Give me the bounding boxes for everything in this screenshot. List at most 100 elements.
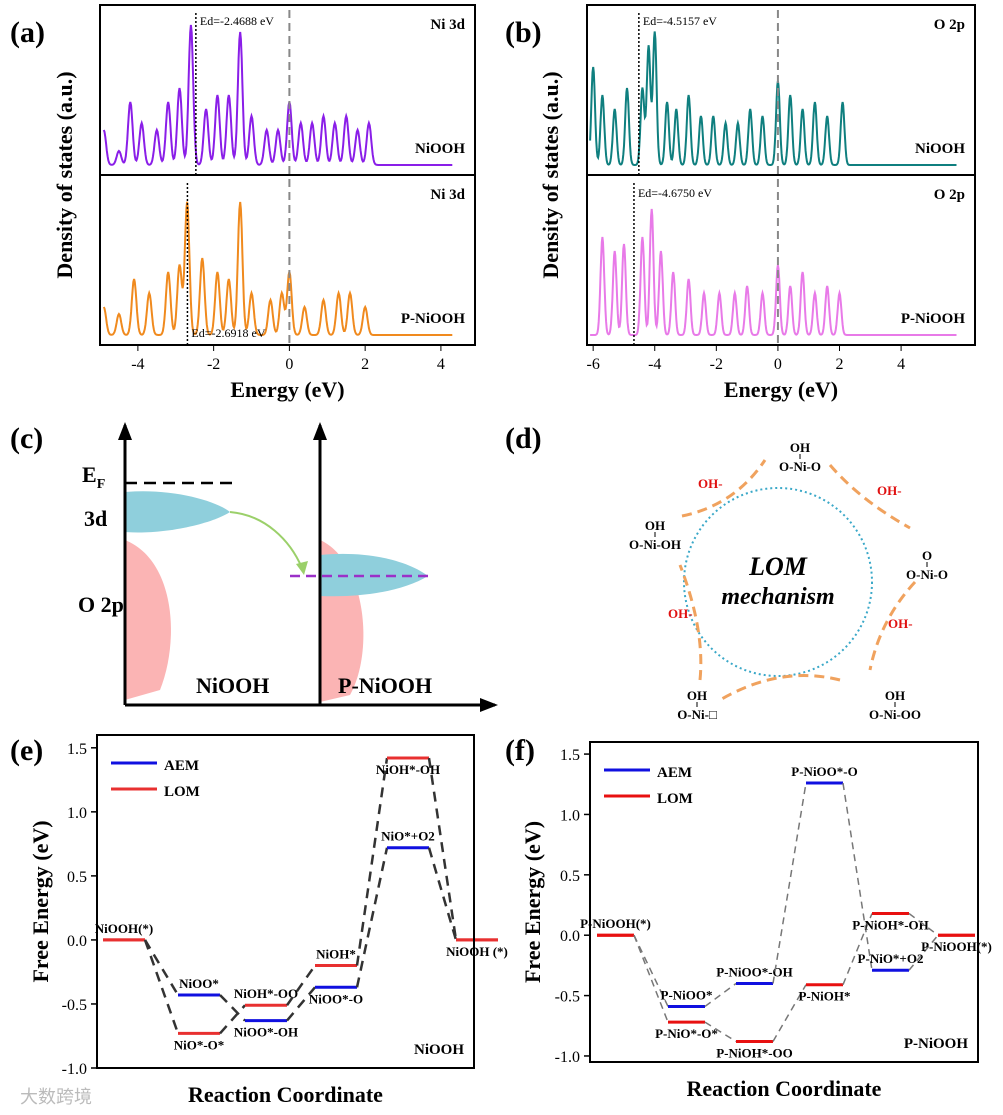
- legend-label-lom: LOM: [657, 791, 693, 807]
- orbital-label: O 2p: [934, 17, 965, 33]
- y-axis-label: Free Energy (eV): [520, 821, 545, 983]
- ef-text: E: [82, 462, 97, 487]
- panel-label-c: (c): [10, 422, 43, 455]
- cycle-circle: [683, 487, 873, 677]
- orbital-label: O 2p: [934, 187, 965, 203]
- connector-aem: [219, 994, 246, 1022]
- connector-aem: [842, 782, 873, 971]
- panel-title: NiOOH: [414, 1042, 464, 1058]
- state-label: NiOH*-OH: [376, 762, 440, 777]
- state-label: NiOH*: [316, 947, 356, 962]
- y-axis-label: Free Energy (eV): [28, 820, 53, 982]
- y-tick-label: 0.0: [560, 928, 580, 945]
- connector-aem: [908, 934, 939, 971]
- sample-label: P-NiOOH: [401, 311, 465, 327]
- hydroxide-label: OH-: [698, 476, 723, 491]
- d-band-center-label: Ed=-2.6918 eV: [191, 326, 265, 340]
- hydroxide-label: OH-: [888, 616, 913, 631]
- connector-lom: [285, 964, 317, 1006]
- connector-aem: [633, 934, 669, 1007]
- panel-label-a: (a): [10, 16, 45, 49]
- lom-title: LOM: [748, 552, 808, 581]
- cycle-arrow: [868, 580, 917, 671]
- d-band-center-label: Ed=-4.5157 eV: [643, 14, 717, 28]
- state-label: P-NiOOH(*): [921, 939, 992, 954]
- state-label: P-NiOO*-O: [791, 764, 857, 779]
- dos-curve-niooh: [102, 24, 453, 166]
- arrow-head-icon: [118, 422, 132, 440]
- y-tick-label: 1.0: [67, 805, 87, 822]
- legend-label-lom: LOM: [164, 784, 200, 800]
- panel-label-f: (f): [505, 734, 535, 767]
- state-label: NiOOH(*): [95, 921, 154, 936]
- connector-aem: [143, 939, 180, 996]
- x-tick-label: 0: [285, 356, 293, 373]
- sample-label: P-NiOOH: [901, 311, 965, 327]
- connector-lom: [842, 913, 873, 985]
- state-label: P-NiO*-O*: [655, 1026, 718, 1041]
- legend-label-aem: AEM: [164, 758, 199, 774]
- species-top: OH: [790, 440, 810, 455]
- shift-arrow: [229, 511, 303, 569]
- y-tick-label: -1.0: [62, 1061, 87, 1078]
- state-label: P-NiOH*: [799, 989, 851, 1004]
- y-tick-label: -1.0: [555, 1049, 580, 1066]
- y-tick-label: -0.5: [555, 989, 580, 1006]
- band-diagram-c: EF 3d O 2p NiOOH P-NiOOH: [78, 422, 498, 712]
- state-label: P-NiOH*-OH: [852, 917, 929, 932]
- x-tick-label: -2: [207, 356, 220, 373]
- species-bottom: O-Ni-□: [677, 707, 717, 722]
- x-tick-label: 2: [361, 356, 369, 373]
- charts: Ed=-2.4688 eV Ni 3d NiOOH Ed=-2.6918 eV Ni 3…: [28, 4, 992, 1107]
- dos-curve-p-niooh: [102, 201, 453, 336]
- x-tick-label: -4: [648, 356, 661, 373]
- y-tick-label: 1.5: [67, 741, 87, 758]
- species-bottom: O-Ni-OO: [869, 707, 921, 722]
- state-label: NiOO*: [179, 976, 219, 991]
- sample-label: NiOOH: [415, 141, 465, 157]
- plot-frame: [96, 734, 475, 1069]
- species-top: OH: [645, 518, 665, 533]
- state-label: P-NiOH*-OO: [716, 1045, 793, 1060]
- y-axis-label: Density of states (a.u.): [538, 71, 563, 278]
- y-tick-label: 1.0: [560, 807, 580, 824]
- state-label: NiOO*-OH: [234, 1025, 298, 1040]
- x-tick-label: -2: [710, 356, 723, 373]
- connector-lom: [908, 912, 939, 936]
- state-label: NiOO*-O: [309, 991, 363, 1006]
- panel-label-b: (b): [505, 16, 542, 49]
- x-axis-label: Reaction Coordinate: [188, 1082, 383, 1107]
- arrow-head-icon: [480, 698, 498, 712]
- connector-aem: [704, 982, 737, 1008]
- x-tick-label: -4: [131, 356, 144, 373]
- connector-lom: [427, 757, 458, 941]
- o2p-band-left: [125, 540, 171, 700]
- hydroxide-label: OH-: [668, 606, 693, 621]
- watermark: 大数跨境: [20, 1087, 92, 1107]
- state-label: P-NiO*+O2: [858, 951, 924, 966]
- y-tick-label: 0.5: [67, 869, 87, 886]
- state-label: P-NiOO*: [661, 987, 713, 1002]
- d-band-center-label: Ed=-4.6750 eV: [638, 186, 712, 200]
- ef-subscript: F: [97, 477, 106, 492]
- cycle-arrow: [678, 564, 703, 681]
- state-label: NiOH*-OO: [234, 986, 298, 1001]
- connector-lom: [704, 1021, 737, 1043]
- cycle-arrow: [719, 674, 841, 702]
- species-bottom: O-Ni-O: [779, 459, 821, 474]
- species-top: O: [922, 548, 932, 563]
- connector-aem: [355, 847, 389, 988]
- state-label: NiO*-O*: [174, 1037, 225, 1052]
- o2p-label: O 2p: [78, 592, 124, 617]
- state-label: P-NiOOH(*): [580, 916, 651, 931]
- y-tick-label: 0.5: [560, 868, 580, 885]
- plot-frame: [589, 741, 979, 1063]
- y-tick-label: 1.5: [560, 747, 580, 764]
- x-tick-label: 4: [437, 356, 445, 373]
- x-axis-label: Reaction Coordinate: [687, 1076, 882, 1101]
- niooh-label: NiOOH: [196, 673, 269, 698]
- panel-label-e: (e): [10, 734, 43, 767]
- 3d-label: 3d: [84, 506, 107, 531]
- connector-lom: [633, 934, 669, 1023]
